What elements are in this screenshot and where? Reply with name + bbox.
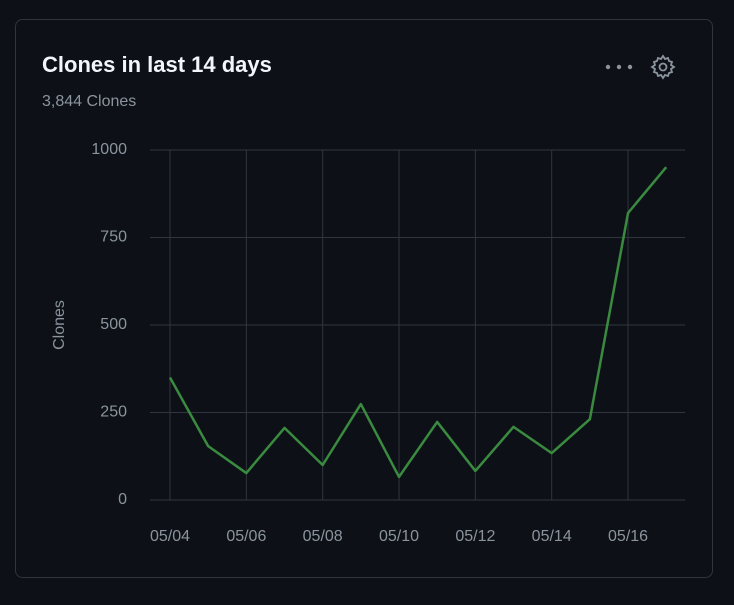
y-tick-label: 0: [118, 491, 127, 508]
y-tick-label: 250: [100, 404, 127, 421]
plot: 0 250 500 750 1000 05/04 05/06 05/08 05/10 05/12 0…: [91, 141, 685, 545]
more-button[interactable]: [605, 64, 633, 70]
x-tick-label: 05/12: [455, 528, 495, 545]
y-axis-label: Clones: [51, 300, 68, 350]
x-tick-label: 05/10: [379, 528, 419, 545]
card-subtitle: 3,844 Clones: [42, 93, 136, 110]
y-tick-label: 500: [100, 316, 127, 333]
y-tick-label: 750: [100, 229, 127, 246]
x-tick-label: 05/06: [226, 528, 266, 545]
y-tick-label: 1000: [91, 141, 127, 158]
card-title: Clones in last 14 days: [42, 52, 272, 77]
data-line: [168, 166, 668, 479]
x-tick-label: 05/08: [303, 528, 343, 545]
x-tick-label: 05/14: [532, 528, 572, 545]
card-frame: [15, 19, 713, 578]
x-tick-label: 05/16: [608, 528, 648, 545]
x-tick-label: 05/04: [150, 528, 190, 545]
settings-button[interactable]: [650, 54, 676, 80]
